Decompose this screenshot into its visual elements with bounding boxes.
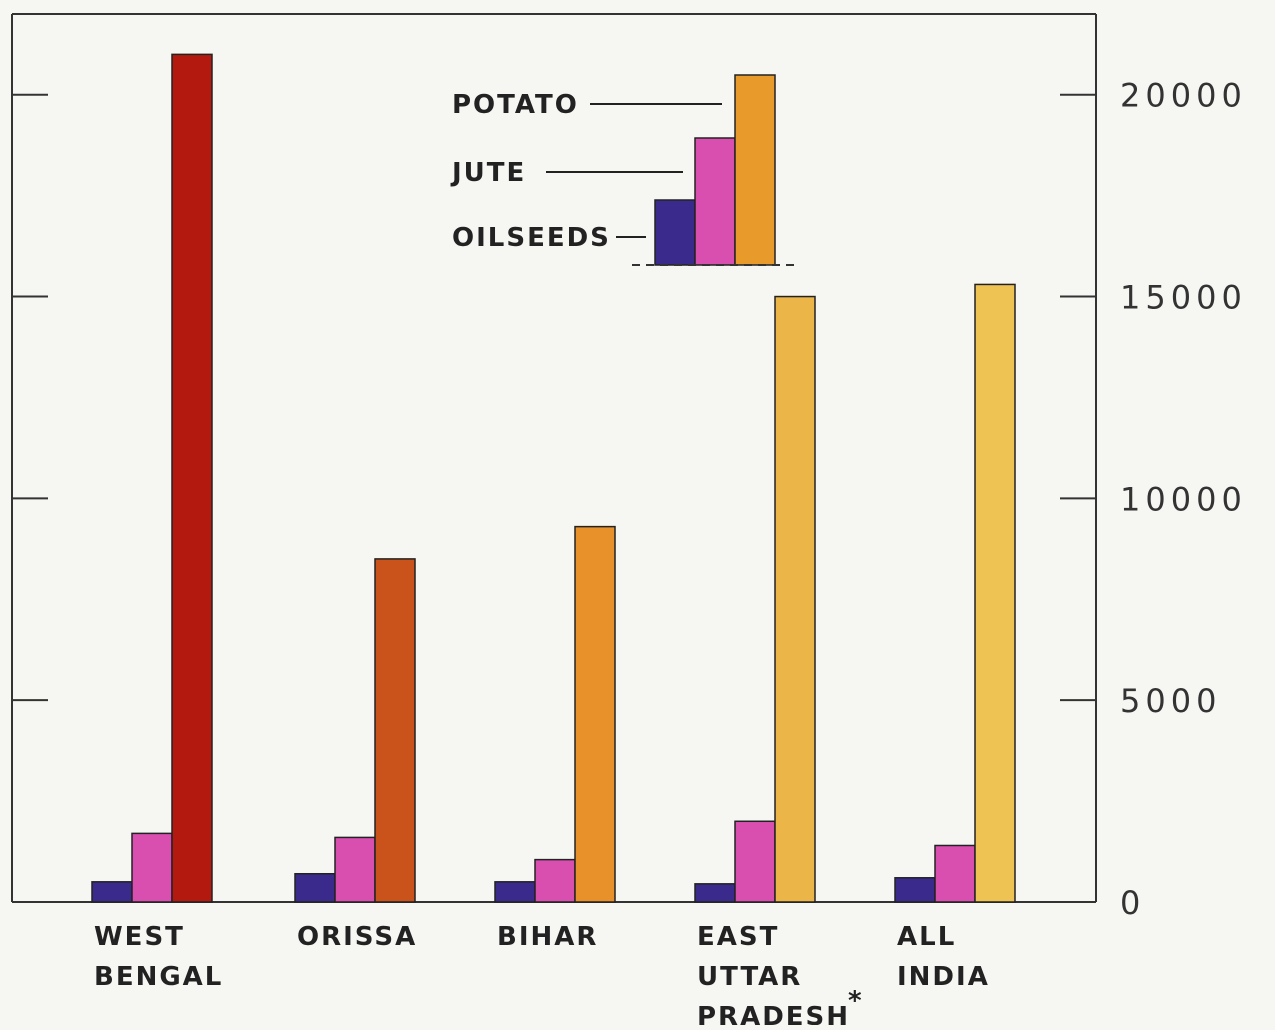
legend-swatch-jute [694, 137, 736, 266]
category-label: UTTAR [697, 962, 802, 992]
bar-jute-3 [734, 820, 776, 903]
y-tick-label: 5000 [1120, 682, 1221, 720]
bar-potato-2 [574, 525, 616, 903]
legend-label-potato: POTATO [452, 90, 579, 120]
category-label: BIHAR [497, 922, 598, 952]
x-axis-labels: WEST BENGAL ORISSA BIHAR EAST UTTAR PRADESH ALL… [94, 922, 990, 1030]
y-tick-label: 15000 [1120, 279, 1247, 317]
bar-oilseeds-4 [894, 877, 936, 903]
bar-oilseeds-1 [294, 872, 336, 903]
y-tick-label: 10000 [1120, 480, 1247, 518]
legend-swatch-potato [734, 74, 776, 266]
category-label: INDIA [897, 962, 990, 992]
category-label: ORISSA [297, 922, 417, 952]
y-axis: 0 5000 10000 15000 20000 [12, 77, 1247, 922]
bar-potato-4 [974, 283, 1016, 903]
bars-layer [91, 53, 1016, 903]
legend: POTATO JUTE OILSEEDS [450, 74, 798, 266]
bar-jute-2 [534, 858, 576, 903]
category-label: EAST [697, 922, 779, 952]
y-tick-label: 0 [1120, 884, 1145, 922]
bar-potato-0 [171, 53, 213, 903]
y-tick-label: 20000 [1120, 77, 1247, 115]
bar-potato-3 [774, 295, 816, 903]
bar-oilseeds-2 [494, 881, 536, 903]
bar-jute-1 [334, 836, 376, 903]
legend-label-oilseeds: OILSEEDS [452, 223, 611, 253]
bar-jute-4 [934, 844, 976, 903]
category-label: BENGAL [94, 962, 223, 992]
category-label: ALL [897, 922, 956, 952]
bar-jute-0 [131, 832, 173, 903]
bar-oilseeds-0 [91, 881, 133, 903]
bar-oilseeds-3 [694, 883, 736, 903]
category-label: WEST [94, 922, 185, 952]
bar-potato-1 [374, 558, 416, 903]
legend-swatch-oilseeds [654, 199, 696, 266]
category-label: PRADESH [697, 1002, 850, 1025]
footnote-mark: * [848, 986, 864, 1016]
legend-label-jute: JUTE [450, 158, 526, 188]
